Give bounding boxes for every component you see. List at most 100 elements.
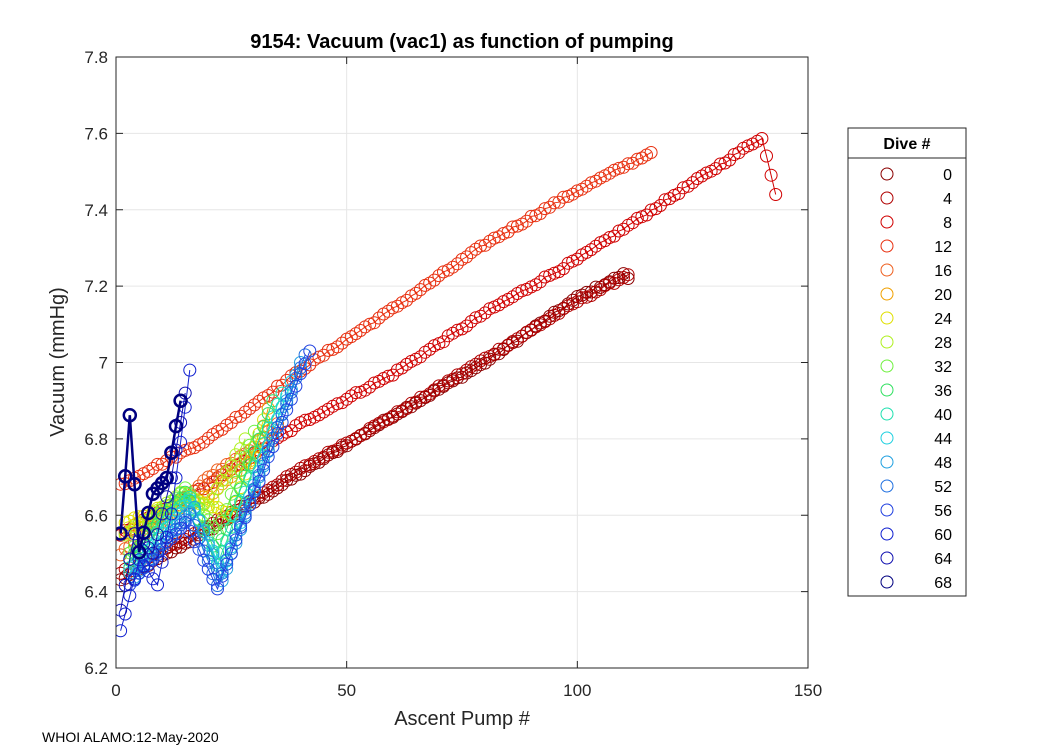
legend-item: 36 (880, 383, 952, 400)
data-point (395, 361, 409, 375)
data-point (183, 363, 197, 377)
data-point (344, 330, 358, 344)
data-point (557, 262, 570, 276)
legend-marker (880, 167, 894, 181)
data-point (533, 318, 547, 332)
data-point (367, 316, 381, 330)
y-tick-label: 7.8 (84, 48, 108, 67)
legend-marker (880, 431, 894, 445)
data-point (261, 389, 275, 402)
data-point (271, 478, 284, 492)
data-point (224, 508, 238, 522)
data-point (141, 564, 155, 578)
legend-box (847, 127, 967, 597)
footer-text: WHOI ALAMO:12-May-2020 (42, 729, 219, 745)
legend-marker (880, 215, 894, 229)
data-point (197, 525, 211, 539)
data-point (603, 231, 617, 244)
data-point (116, 526, 128, 541)
data-point (455, 367, 469, 381)
data-point (136, 525, 151, 540)
data-point (280, 394, 294, 408)
y-tick-label: 6.4 (84, 583, 108, 602)
data-point (755, 132, 769, 145)
data-point (460, 250, 474, 264)
legend-label: 68 (934, 575, 952, 592)
data-point (215, 569, 229, 583)
data-point (321, 445, 335, 459)
series-line (120, 274, 629, 574)
data-point (437, 378, 450, 392)
data-point (187, 500, 201, 514)
data-point (423, 387, 437, 401)
x-axis-label: Ascent Pump # (394, 708, 531, 730)
legend-label: 48 (934, 455, 952, 472)
data-point (271, 379, 284, 393)
data-point (183, 442, 197, 456)
data-point (271, 427, 284, 441)
data-point (533, 207, 547, 220)
x-tick-label: 150 (794, 681, 822, 700)
data-point (275, 474, 289, 488)
legend-marker (880, 359, 894, 373)
data-point (151, 578, 164, 592)
data-point (386, 368, 400, 382)
data-point (192, 479, 206, 493)
data-point (151, 528, 164, 542)
data-point (349, 327, 363, 341)
data-point (118, 578, 132, 592)
legend-label: 32 (934, 359, 952, 376)
legend-label: 52 (934, 479, 952, 496)
data-point (718, 156, 732, 170)
data-point (215, 422, 229, 436)
data-point (243, 498, 257, 512)
data-point (460, 363, 474, 377)
data-point (515, 284, 529, 298)
data-point (116, 603, 128, 617)
legend-item: 20 (880, 287, 952, 304)
data-point (474, 309, 487, 323)
data-point (626, 216, 640, 230)
legend-label: 40 (934, 407, 952, 424)
data-point (164, 507, 178, 521)
data-point (414, 390, 427, 404)
data-point (284, 392, 298, 406)
data-point (289, 465, 303, 479)
plot-area (116, 132, 783, 638)
data-point (510, 334, 524, 348)
data-point (469, 357, 483, 371)
data-point (492, 347, 506, 361)
data-point (381, 413, 395, 426)
data-point (137, 559, 151, 573)
legend-marker (880, 263, 894, 277)
legend-label: 64 (934, 551, 952, 568)
data-point (769, 188, 783, 201)
data-point (450, 257, 464, 271)
data-point (298, 357, 312, 371)
data-point (229, 494, 243, 508)
legend-marker (880, 479, 894, 493)
data-point (617, 222, 630, 236)
legend-item: 16 (880, 263, 952, 280)
data-point (533, 275, 547, 289)
data-point (266, 431, 280, 445)
data-point (450, 323, 464, 337)
data-point (151, 507, 164, 521)
data-point (644, 146, 658, 159)
data-point (183, 524, 197, 538)
legend-label: 36 (934, 383, 952, 400)
data-point (621, 268, 635, 282)
data-point (298, 348, 312, 362)
data-point (414, 350, 427, 364)
data-point (381, 369, 395, 383)
data-point (122, 407, 138, 423)
data-point (224, 459, 238, 473)
data-point (570, 252, 584, 266)
data-point (201, 431, 215, 445)
data-point (123, 552, 137, 566)
data-point (215, 473, 229, 487)
data-point (192, 542, 206, 556)
series-dive-12 (116, 146, 658, 491)
data-point (118, 607, 132, 621)
